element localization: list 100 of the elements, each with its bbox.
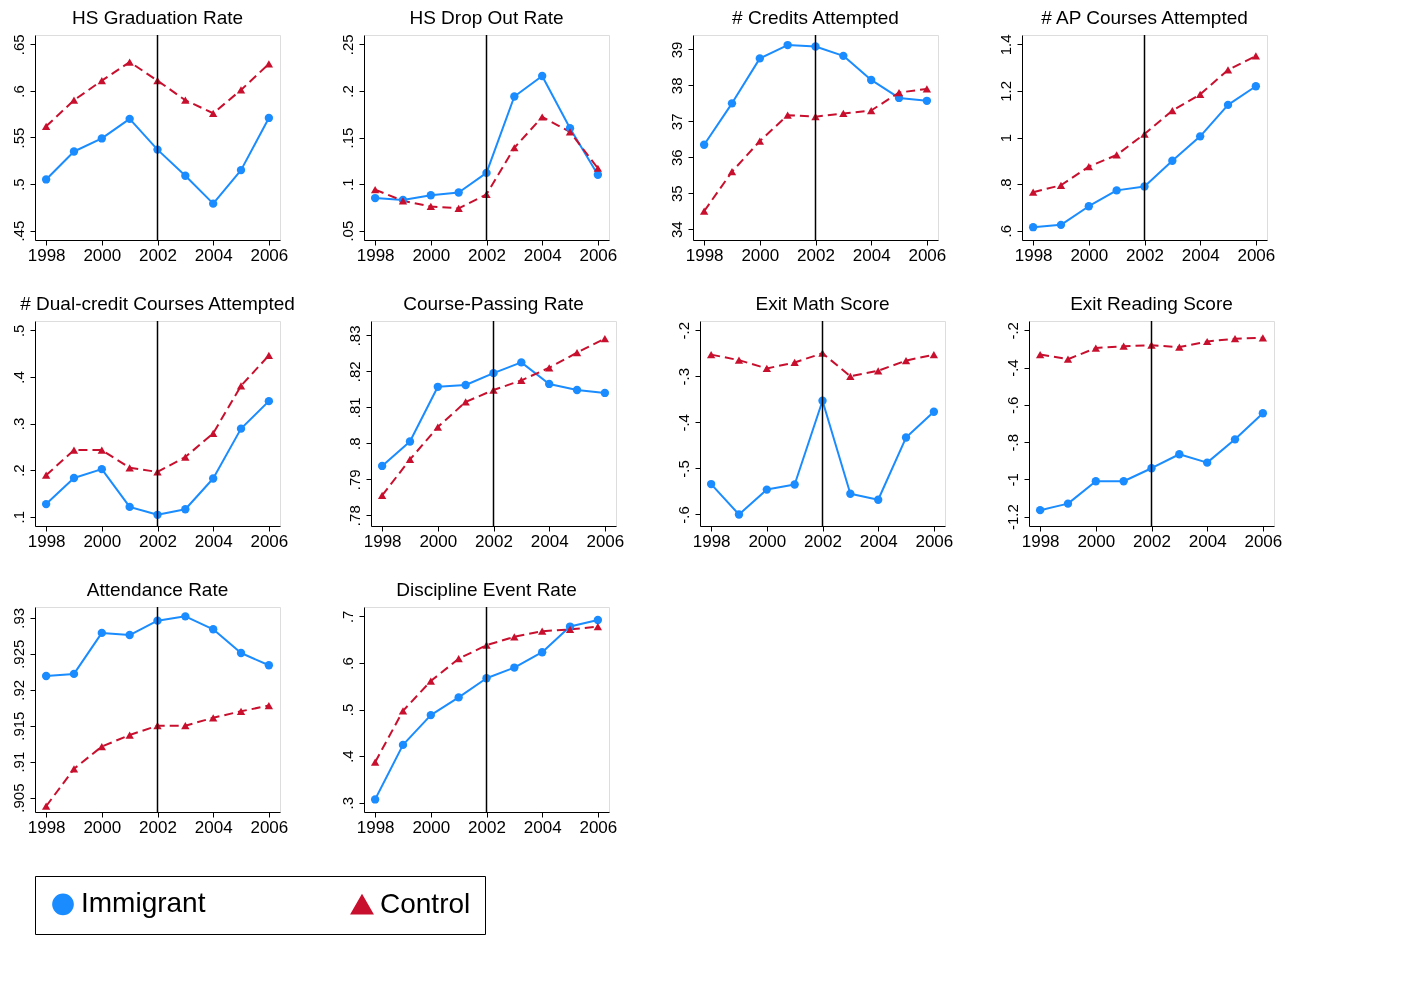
y-tick-label: -1.2 xyxy=(1003,504,1021,531)
point xyxy=(1084,163,1093,171)
point xyxy=(433,382,442,391)
point xyxy=(1175,343,1184,351)
x-tick-label: 2002 xyxy=(804,531,842,551)
x-tick-label: 2002 xyxy=(468,817,506,837)
point xyxy=(181,96,190,104)
x-tick-label: 2000 xyxy=(83,245,122,265)
y-tick-label: .45 xyxy=(9,220,27,242)
x-tick-label: 1998 xyxy=(356,817,395,837)
point xyxy=(1063,355,1073,363)
point xyxy=(922,96,932,105)
x-tick-label: 2006 xyxy=(908,245,947,265)
point xyxy=(572,385,582,395)
x-tick-label: 2000 xyxy=(412,817,451,837)
point xyxy=(510,92,519,101)
point xyxy=(426,202,435,211)
y-tick-label: 38 xyxy=(667,77,685,95)
y-tick-label: -.6 xyxy=(674,506,692,524)
point xyxy=(783,40,792,50)
point xyxy=(1091,477,1100,486)
y-tick-label: 36 xyxy=(667,149,685,167)
point xyxy=(699,207,709,215)
point xyxy=(454,188,463,197)
point xyxy=(572,349,582,357)
y-tick-label: .6 xyxy=(338,657,356,670)
point xyxy=(762,364,771,373)
point xyxy=(867,106,876,115)
point xyxy=(1056,220,1066,230)
x-tick-label: 2002 xyxy=(139,531,177,551)
point xyxy=(874,495,883,504)
point xyxy=(125,502,134,512)
point xyxy=(97,742,106,751)
point xyxy=(1258,334,1268,342)
point xyxy=(755,137,764,145)
point xyxy=(1084,202,1093,211)
y-tick-label: -.3 xyxy=(674,368,692,386)
point xyxy=(510,144,519,152)
x-tick-label: 2006 xyxy=(250,245,289,265)
y-tick-label: .3 xyxy=(338,796,356,810)
point xyxy=(69,96,79,104)
point xyxy=(600,335,610,343)
legend-label: Immigrant xyxy=(81,887,206,919)
point xyxy=(1230,335,1240,343)
point xyxy=(874,367,883,375)
point xyxy=(398,740,408,750)
point xyxy=(1119,477,1128,486)
point xyxy=(1203,458,1212,467)
point xyxy=(370,193,380,203)
point xyxy=(264,701,274,710)
y-tick-label: .78 xyxy=(345,505,363,527)
point xyxy=(236,648,246,658)
y-tick-label: .92 xyxy=(9,679,27,701)
point xyxy=(517,358,526,367)
x-tick-label: 2000 xyxy=(83,817,122,837)
x-tick-label: 2004 xyxy=(530,531,569,551)
y-tick-label: .5 xyxy=(9,324,27,338)
point xyxy=(706,479,716,489)
point xyxy=(734,510,744,519)
x-tick-label: 2000 xyxy=(419,531,458,551)
y-tick-label: .915 xyxy=(9,711,27,741)
x-tick-label: 2000 xyxy=(741,245,780,265)
point xyxy=(545,379,554,389)
y-tick-label: .6 xyxy=(996,224,1014,238)
point xyxy=(517,376,526,384)
y-tick-label: -.2 xyxy=(674,321,692,340)
x-tick-label: 1998 xyxy=(692,531,731,551)
point xyxy=(69,446,79,454)
point xyxy=(1223,100,1233,110)
point xyxy=(545,364,554,372)
point xyxy=(1196,90,1205,99)
x-tick-label: 1998 xyxy=(27,817,66,837)
point xyxy=(1223,66,1233,74)
point xyxy=(181,453,190,461)
x-tick-label: 1998 xyxy=(27,531,66,551)
point xyxy=(97,134,106,143)
point xyxy=(510,633,519,641)
point xyxy=(454,655,463,663)
x-tick-label: 2004 xyxy=(1188,531,1227,551)
point xyxy=(433,423,442,431)
point xyxy=(405,437,415,446)
y-tick-label: -.4 xyxy=(1003,359,1021,377)
y-tick-label: .05 xyxy=(338,220,356,242)
point xyxy=(264,60,274,68)
point xyxy=(922,85,932,93)
y-tick-label: .925 xyxy=(9,639,27,669)
point xyxy=(370,758,380,766)
y-tick-label: -.6 xyxy=(1003,396,1021,415)
point xyxy=(264,113,274,123)
point xyxy=(901,433,911,442)
point xyxy=(209,429,218,437)
point xyxy=(1168,107,1177,115)
x-tick-label: 2006 xyxy=(586,531,625,551)
x-tick-label: 2002 xyxy=(1133,531,1171,551)
chart-title: Exit Math Score xyxy=(755,293,890,315)
point xyxy=(454,693,463,702)
point xyxy=(593,615,603,625)
y-tick-label: 1.4 xyxy=(996,34,1014,56)
x-tick-label: 2006 xyxy=(579,817,618,837)
point xyxy=(181,722,190,730)
